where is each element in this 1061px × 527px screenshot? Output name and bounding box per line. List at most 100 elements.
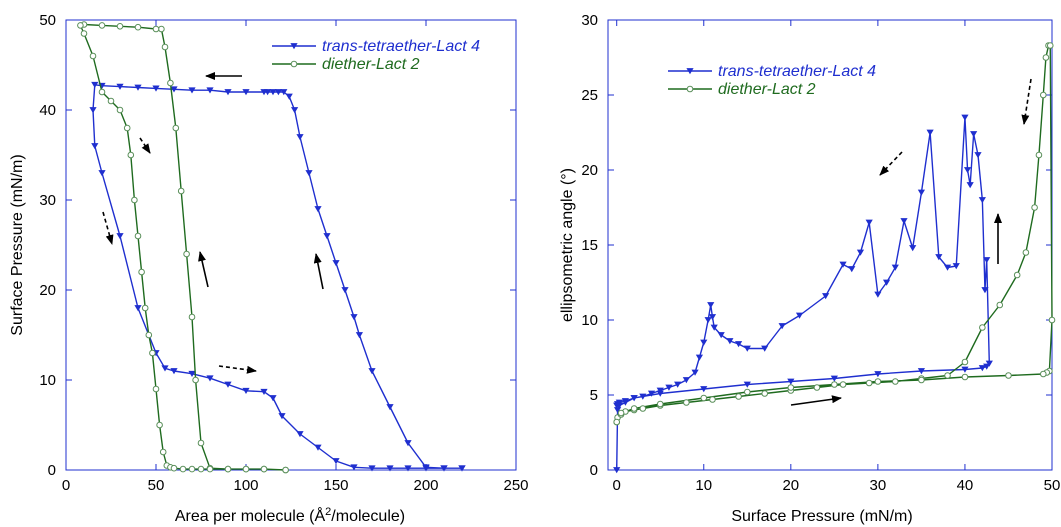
data-point-series-0 — [134, 84, 142, 91]
data-point-series-0 — [341, 287, 349, 294]
data-point-series-0 — [613, 467, 621, 474]
data-point-series-0 — [355, 332, 363, 339]
data-point-series-1 — [167, 79, 174, 87]
data-point-series-0 — [981, 287, 989, 294]
y-tick-label: 20 — [39, 282, 56, 299]
x-tick-label: 200 — [413, 477, 438, 494]
data-point-series-1 — [761, 390, 769, 397]
data-point-series-0 — [900, 218, 908, 225]
x-tick-label: 0 — [62, 477, 70, 494]
data-point-series-0 — [717, 332, 725, 339]
data-point-series-1 — [188, 465, 196, 473]
data-point-series-1 — [134, 232, 142, 240]
legend-label-0: trans-tetraether-Lact 4 — [322, 38, 480, 55]
y-tick-label: 5 — [590, 387, 598, 404]
data-point-series-1 — [161, 43, 169, 51]
legend-marker-1 — [290, 60, 298, 68]
data-point-series-1 — [831, 381, 838, 388]
y-tick-label: 0 — [48, 462, 56, 479]
data-point-series-1 — [656, 400, 664, 408]
data-point-series-0 — [404, 465, 412, 472]
x-tick-label: 150 — [323, 477, 348, 494]
data-point-series-0 — [332, 260, 340, 267]
data-point-series-0 — [314, 206, 322, 213]
data-point-series-1 — [1048, 316, 1056, 324]
plot-frame — [65, 19, 517, 471]
data-point-series-1 — [179, 465, 187, 473]
y-tick-label: 25 — [581, 87, 598, 104]
data-point-series-0 — [260, 388, 268, 395]
data-point-series-0 — [91, 143, 99, 150]
data-point-series-1 — [944, 372, 951, 379]
data-point-series-1 — [787, 384, 795, 391]
data-point-series-0 — [700, 386, 708, 393]
data-point-series-0 — [961, 366, 969, 373]
data-point-series-1 — [89, 52, 97, 60]
data-point-series-1 — [1035, 151, 1043, 159]
data-point-series-0 — [970, 131, 978, 138]
data-point-series-1 — [98, 88, 106, 96]
data-point-series-0 — [260, 89, 268, 96]
data-point-series-1 — [80, 30, 88, 37]
data-point-series-0 — [963, 167, 972, 174]
data-point-series-0 — [134, 305, 142, 312]
y-axis-label: ellipsometric angle (°) — [559, 168, 576, 322]
data-point-series-1 — [617, 409, 625, 417]
x-tick-label: 50 — [1044, 477, 1061, 494]
data-point-series-0 — [613, 407, 622, 414]
y-tick-label: 10 — [581, 312, 598, 329]
data-point-series-0 — [848, 266, 856, 273]
legend-marker-0 — [290, 43, 298, 50]
chart-right-ellipsometric: 0 10 20 30 40 50 0 5 10 15 20 25 30 Surface Pressure … — [559, 12, 1060, 525]
data-point-series-1 — [123, 124, 131, 132]
annotation-arrow — [313, 253, 324, 290]
data-point-series-1 — [961, 373, 969, 381]
data-point-series-1 — [700, 394, 708, 402]
x-axis-label: Surface Pressure (mN/m) — [731, 508, 912, 525]
data-point-series-0 — [422, 465, 430, 472]
data-point-series-0 — [704, 317, 712, 324]
data-point-series-0 — [314, 444, 322, 451]
data-point-series-0 — [188, 87, 196, 94]
data-point-series-0 — [296, 134, 304, 141]
data-point-series-1 — [996, 301, 1004, 309]
legend-marker-1 — [686, 85, 694, 93]
data-point-series-0 — [170, 86, 178, 93]
data-point-series-0 — [682, 377, 690, 384]
data-point-series-0 — [296, 431, 304, 438]
data-point-series-0 — [795, 312, 804, 319]
data-point-series-1 — [172, 124, 180, 132]
data-point-series-0 — [710, 324, 718, 331]
data-point-series-1 — [639, 405, 647, 412]
annotation-arrow — [139, 137, 151, 154]
annotation-arrow — [790, 395, 842, 406]
data-point-series-1 — [206, 465, 214, 473]
data-point-series-0 — [350, 464, 358, 471]
data-point-series-0 — [116, 233, 124, 240]
data-point-series-0 — [961, 114, 969, 121]
data-point-series-1 — [709, 396, 716, 403]
data-point-series-0 — [778, 323, 786, 330]
data-point-series-0 — [630, 395, 638, 402]
data-point-series-0 — [350, 314, 358, 321]
data-point-series-0 — [639, 393, 647, 400]
series-line-0 — [616, 116, 991, 471]
data-point-series-1 — [743, 388, 751, 396]
data-point-series-1 — [152, 385, 160, 393]
data-point-series-0 — [839, 261, 847, 268]
data-point-series-1 — [131, 196, 138, 204]
data-point-series-0 — [368, 368, 376, 375]
data-point-series-0 — [874, 291, 882, 298]
data-point-series-1 — [197, 439, 205, 447]
x-tick-label: 40 — [957, 477, 974, 494]
data-point-series-1 — [183, 250, 190, 258]
data-point-series-1 — [177, 187, 185, 195]
data-point-series-1 — [1046, 42, 1054, 49]
data-point-series-0 — [386, 465, 394, 472]
data-point-series-0 — [695, 354, 704, 361]
data-point-series-0 — [943, 264, 952, 271]
x-tick-label: 10 — [695, 477, 712, 494]
data-point-series-0 — [404, 440, 412, 447]
data-point-series-0 — [98, 170, 106, 177]
data-point-series-0 — [882, 279, 891, 286]
